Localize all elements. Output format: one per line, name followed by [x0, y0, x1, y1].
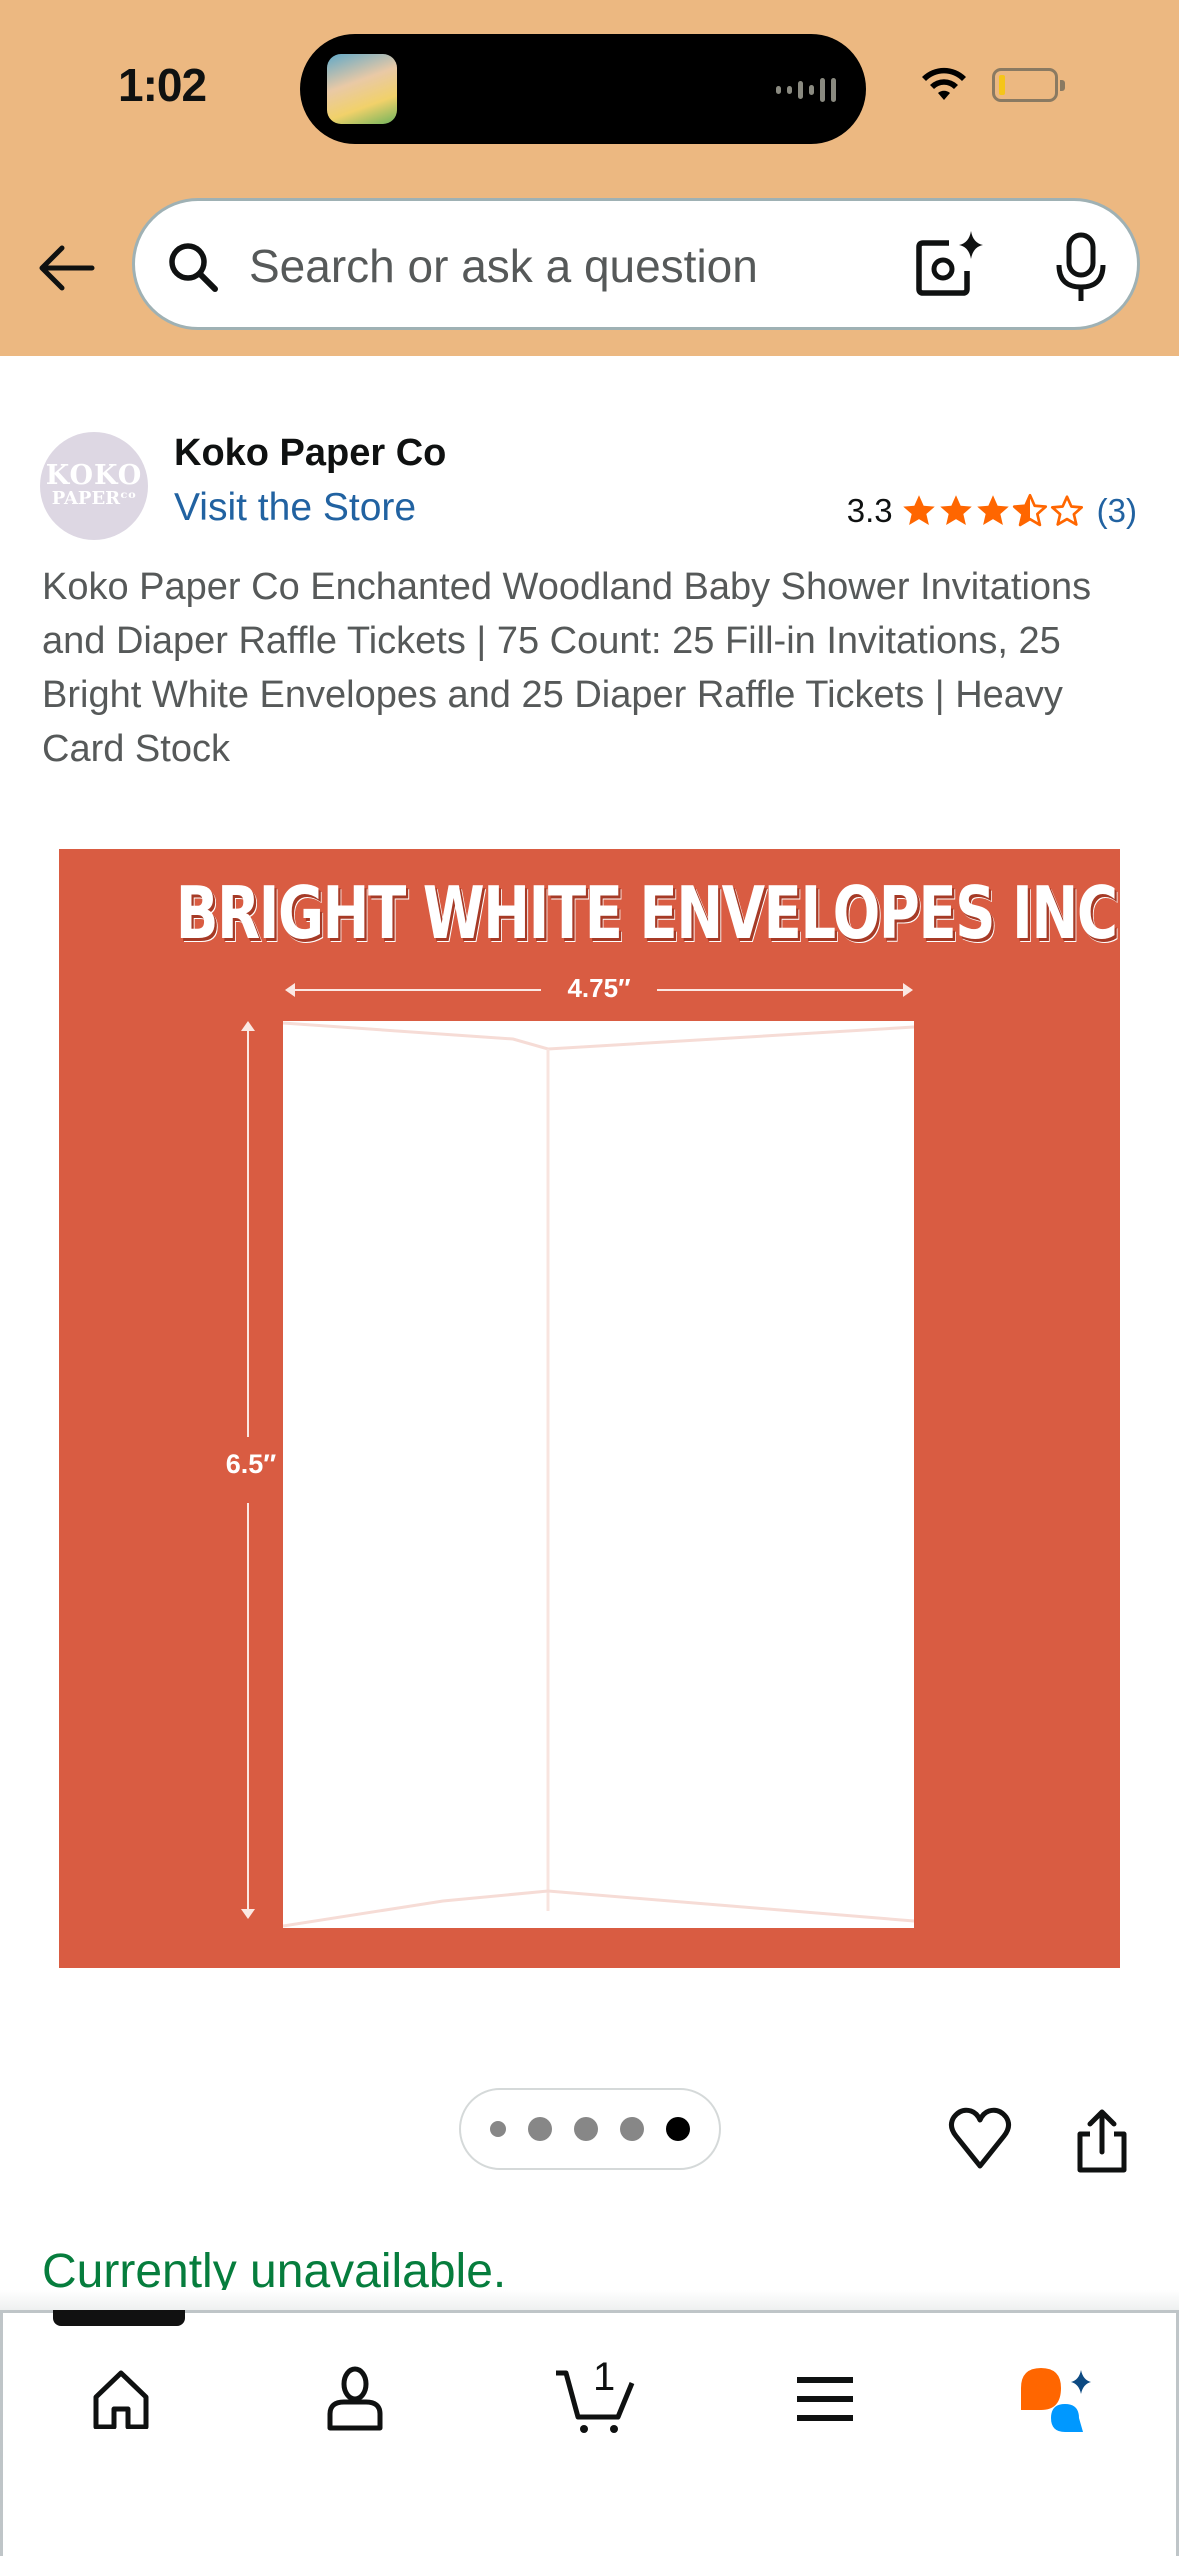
status-time: 1:02 [118, 59, 207, 111]
width-dimension-arrow [285, 980, 913, 1000]
arrow-left-icon [39, 245, 95, 291]
wifi-icon [922, 67, 966, 100]
nav-cart[interactable]: 1 [541, 2349, 651, 2449]
star-half-icon [1012, 493, 1047, 527]
search-input[interactable] [249, 231, 869, 301]
account-icon [327, 2366, 383, 2431]
seller-logo[interactable]: KOKO PAPERᶜᵒ [40, 432, 148, 540]
image-heading: BRIGHT WHITE ENVELOPES INCLUDED [175, 871, 1120, 955]
nav-rufus-assistant[interactable] [1009, 2349, 1109, 2449]
bottom-nav-shadow [0, 2290, 1179, 2310]
camera-lens-icon[interactable] [913, 229, 985, 301]
star-empty-icon [1050, 495, 1083, 526]
image-pager[interactable] [459, 2088, 721, 2170]
height-dimension-arrow [238, 1021, 258, 1919]
height-dimension-label: 6.5″ [225, 1449, 277, 1479]
dynamic-island[interactable] [300, 34, 866, 144]
product-title: Koko Paper Co Enchanted Woodland Baby Sh… [42, 566, 1092, 770]
star-full-icon [902, 495, 935, 525]
nav-menu[interactable] [775, 2349, 875, 2449]
review-count-link[interactable]: (3) [1096, 492, 1137, 529]
back-button[interactable] [34, 236, 98, 300]
cart-count-badge: 1 [593, 2355, 616, 2399]
share-button[interactable] [1072, 2108, 1132, 2174]
nav-account[interactable] [305, 2349, 405, 2449]
microphone-icon[interactable] [1049, 231, 1113, 303]
width-dimension-label: 4.75″ [567, 973, 631, 1003]
app-header: 1:02 [0, 0, 1179, 356]
now-playing-artwork [327, 54, 397, 124]
star-rating [901, 493, 1085, 529]
seller-name: Koko Paper Co [174, 432, 447, 474]
search-bar[interactable] [132, 198, 1140, 330]
rufus-assistant-icon [1021, 2368, 1091, 2432]
cart-icon [556, 2370, 635, 2433]
pager-dot-2[interactable] [528, 2117, 552, 2141]
home-icon [93, 2370, 149, 2429]
rating-summary[interactable]: 3.3 (3) [847, 492, 1137, 530]
star-full-icon [939, 495, 972, 525]
nav-home[interactable] [71, 2349, 171, 2449]
menu-icon [797, 2377, 853, 2421]
star-full-icon [976, 495, 1009, 525]
pager-dot-3[interactable] [574, 2117, 598, 2141]
availability-status: Currently unavailable. [42, 2245, 507, 2298]
heart-icon [948, 2107, 1012, 2169]
battery-icon [992, 68, 1065, 102]
envelope-illustration [283, 1021, 914, 1928]
active-tab-indicator [53, 2310, 185, 2326]
rating-value: 3.3 [846, 492, 893, 529]
visit-store-link[interactable]: Visit the Store [174, 486, 417, 529]
bottom-nav: 1 [0, 2310, 1179, 2556]
product-image[interactable]: BRIGHT WHITE ENVELOPES INCLUDED 4.75″ 6.… [59, 849, 1120, 1968]
pager-dot-4[interactable] [620, 2117, 644, 2141]
share-icon [1077, 2109, 1127, 2173]
search-icon [169, 243, 218, 292]
add-to-list-button[interactable] [946, 2106, 1014, 2170]
pager-dot-5-active[interactable] [666, 2117, 690, 2141]
audio-waveform-icon [776, 78, 836, 102]
pager-dot-1[interactable] [490, 2121, 506, 2137]
